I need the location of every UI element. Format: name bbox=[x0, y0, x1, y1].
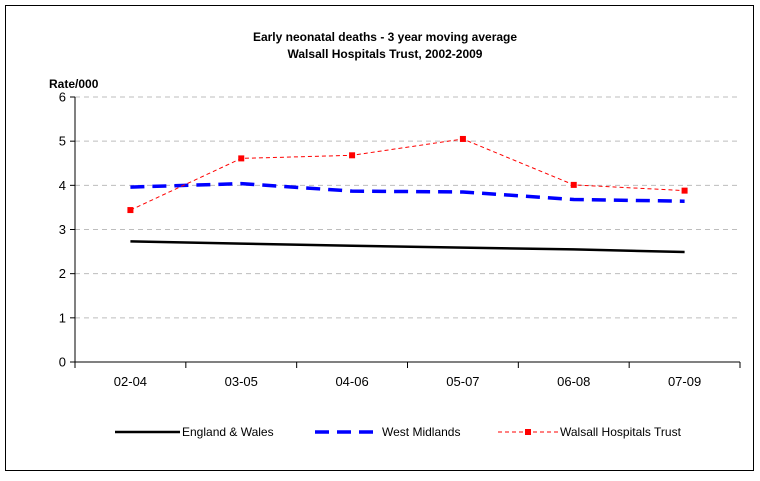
legend-marker bbox=[525, 429, 531, 435]
y-tick-label: 0 bbox=[59, 355, 66, 370]
y-tick-label: 5 bbox=[59, 134, 66, 149]
axes: 0 1 2 3 4 5 6 02-04 03-05 04-06 05-07 06-08 07-09 bbox=[59, 90, 741, 389]
series-lines bbox=[127, 135, 688, 254]
data-point-marker bbox=[349, 152, 356, 159]
legend-label: West Midlands bbox=[382, 425, 460, 439]
x-tick-label: 04-06 bbox=[335, 374, 368, 389]
chart-border bbox=[5, 5, 754, 471]
y-tick-label: 4 bbox=[59, 178, 66, 193]
x-tick-label: 02-04 bbox=[114, 374, 147, 389]
legend-label: Walsall Hospitals Trust bbox=[560, 425, 682, 439]
y-tick-label: 2 bbox=[59, 266, 66, 281]
chart-subtitle: Walsall Hospitals Trust, 2002-2009 bbox=[288, 47, 483, 61]
y-axis-label: Rate/000 bbox=[49, 77, 99, 91]
legend-label: England & Wales bbox=[182, 425, 274, 439]
y-tick-label: 1 bbox=[59, 310, 66, 325]
x-tick-label: 05-07 bbox=[446, 374, 479, 389]
data-point-marker bbox=[238, 155, 245, 162]
data-point-marker bbox=[459, 135, 466, 142]
legend: England & Wales West Midlands Walsall Hosp… bbox=[115, 425, 682, 439]
x-tick-label: 07-09 bbox=[668, 374, 701, 389]
series-line bbox=[130, 181, 685, 203]
data-point-marker bbox=[570, 181, 577, 188]
y-tick-label: 3 bbox=[59, 222, 66, 237]
data-point-marker bbox=[681, 187, 688, 194]
y-tick-label: 6 bbox=[59, 90, 66, 105]
series-line bbox=[130, 240, 685, 254]
x-tick-label: 03-05 bbox=[225, 374, 258, 389]
x-tick-label: 06-08 bbox=[557, 374, 590, 389]
chart-title: Early neonatal deaths - 3 year moving av… bbox=[253, 30, 517, 44]
data-point-marker bbox=[127, 207, 134, 214]
series-line bbox=[130, 138, 685, 211]
